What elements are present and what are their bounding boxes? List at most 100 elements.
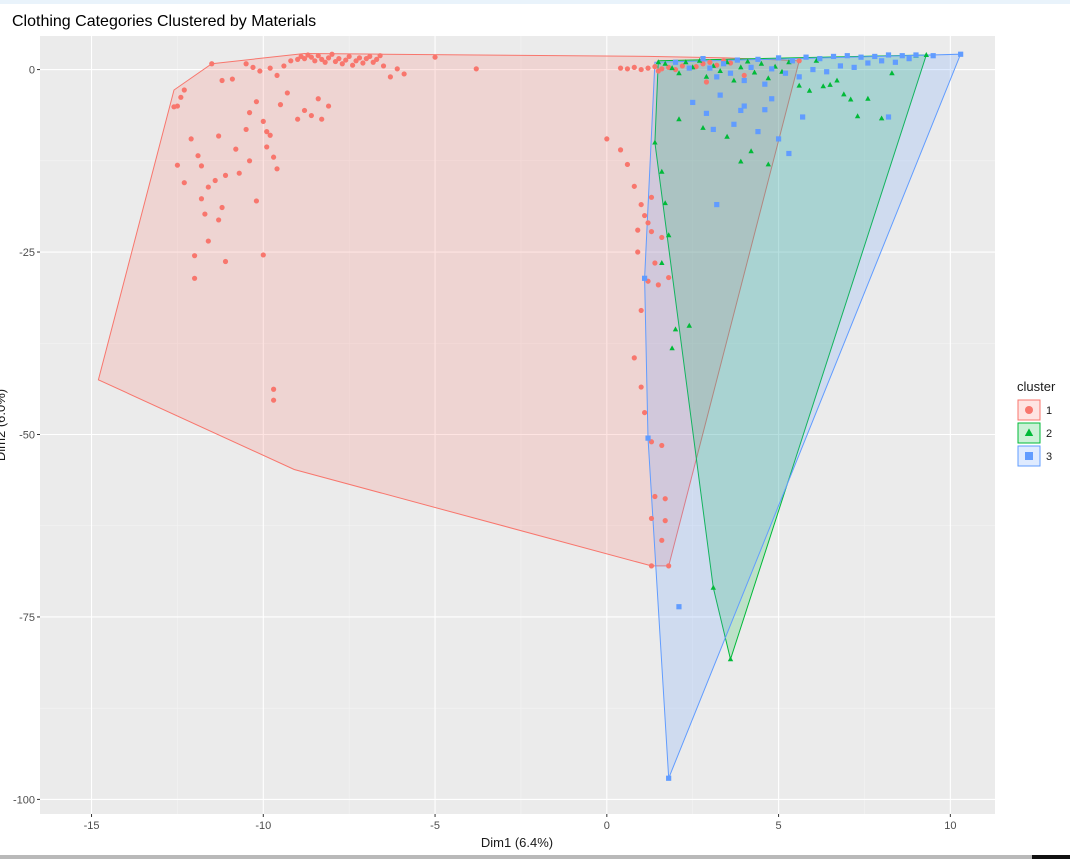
cluster-3-point <box>755 129 761 135</box>
cluster-2-point <box>655 59 662 65</box>
cluster-3-point <box>645 435 651 441</box>
cluster-1-point <box>325 55 332 61</box>
x-tick-label: 0 <box>604 820 610 832</box>
cluster-1-point <box>257 68 263 74</box>
cluster-2-point <box>676 70 682 76</box>
cluster-1-point <box>219 77 225 84</box>
legend-marker-1 <box>1025 406 1033 414</box>
cluster-3-point <box>731 121 737 127</box>
cluster-1-point <box>329 51 335 57</box>
cluster-1-point <box>642 409 648 416</box>
cluster-2-point <box>724 133 730 139</box>
cluster-1-point <box>631 64 637 70</box>
cluster-1-point <box>648 515 655 522</box>
cluster-1-point <box>659 442 665 449</box>
cluster-2-point <box>889 70 895 76</box>
cluster-1-point <box>380 63 387 69</box>
cluster-1-point <box>796 58 802 64</box>
cluster-1-point <box>631 183 637 189</box>
cluster-1-point <box>662 518 668 524</box>
cluster-1-point <box>655 68 661 74</box>
cluster-3-point <box>885 52 892 58</box>
cluster-1-point <box>652 260 658 266</box>
cluster-1-point <box>343 57 349 63</box>
cluster-2-point <box>748 148 754 154</box>
cluster-1-point <box>198 163 205 169</box>
legend: cluster 1 2 3 <box>1017 379 1056 467</box>
cluster-2-point <box>710 584 716 590</box>
cluster-1-point <box>638 201 644 208</box>
cluster-1-point <box>645 220 651 226</box>
cluster-1-point <box>666 64 672 70</box>
cluster-3-point <box>703 110 710 116</box>
cluster-1-point <box>370 59 376 65</box>
cluster-3-point <box>700 56 706 62</box>
cluster-1-point <box>648 228 655 235</box>
cluster-3-point <box>879 58 885 64</box>
cluster-1-point <box>350 62 356 68</box>
cluster-1-point <box>277 102 284 108</box>
cluster-1-point <box>191 253 198 259</box>
cluster-1-point <box>253 198 260 204</box>
cluster-3-point <box>769 96 775 102</box>
cluster-1-point <box>394 66 400 72</box>
cluster-1-point <box>617 65 624 71</box>
cluster-2-point <box>758 60 765 66</box>
cluster-3-point <box>851 64 857 70</box>
cluster-2-point <box>717 68 723 73</box>
cluster-2-point <box>652 139 658 145</box>
cluster-1-point <box>308 54 314 60</box>
cluster-1-point <box>267 65 273 71</box>
cluster-1-hull <box>97 52 800 567</box>
cluster-3-point <box>930 53 936 59</box>
cluster-2-points <box>652 52 929 662</box>
cluster-2-point <box>827 81 833 87</box>
cluster-1-point <box>635 249 641 255</box>
cluster-3-point <box>885 114 892 120</box>
cluster-1-point <box>377 53 383 59</box>
cluster-3-point <box>958 51 964 57</box>
cluster-1-point <box>727 60 734 66</box>
cluster-1-point <box>374 56 380 62</box>
cluster-1-point <box>652 493 658 500</box>
cluster-1-point <box>703 79 710 85</box>
cluster-1-point <box>205 238 211 244</box>
y-tick-label: -100 <box>13 794 35 806</box>
minor-gridlines <box>40 36 995 814</box>
cluster-1-point <box>648 194 655 200</box>
cluster-1-point <box>284 90 290 96</box>
cluster-1-point <box>319 116 325 122</box>
cluster-1-point <box>604 136 610 142</box>
cluster-1-point <box>216 133 222 139</box>
y-tick-label: -50 <box>19 429 35 441</box>
cluster-3-point <box>837 63 844 69</box>
cluster-3-point <box>906 56 912 62</box>
cluster-2-point <box>703 73 710 79</box>
cluster-1-point <box>401 71 407 77</box>
cluster-1-point <box>295 56 301 62</box>
cluster-1-point <box>624 161 631 168</box>
cluster-1-point <box>229 76 235 82</box>
cluster-3-point <box>762 81 768 87</box>
cluster-3-point <box>748 64 754 70</box>
cluster-1-point <box>332 58 339 65</box>
cluster-1-point <box>679 63 685 69</box>
cluster-hulls <box>97 52 962 779</box>
cluster-1-point <box>195 153 201 159</box>
cluster-1-point <box>198 196 205 202</box>
cluster-3-point <box>690 99 696 106</box>
cluster-1-point <box>267 132 273 138</box>
cluster-1-point <box>188 136 194 142</box>
cluster-1-point <box>315 53 321 59</box>
cluster-1-point <box>648 563 655 569</box>
cluster-3-point <box>899 53 905 59</box>
cluster-1-point <box>191 275 198 281</box>
cluster-3-point <box>741 103 747 109</box>
cluster-1-point <box>322 59 328 65</box>
cluster-1-point <box>659 234 665 241</box>
cluster-1-point <box>288 58 294 64</box>
x-tick-label: -15 <box>84 820 100 832</box>
cluster-1-point <box>205 184 211 190</box>
cluster-2-point <box>813 57 820 63</box>
